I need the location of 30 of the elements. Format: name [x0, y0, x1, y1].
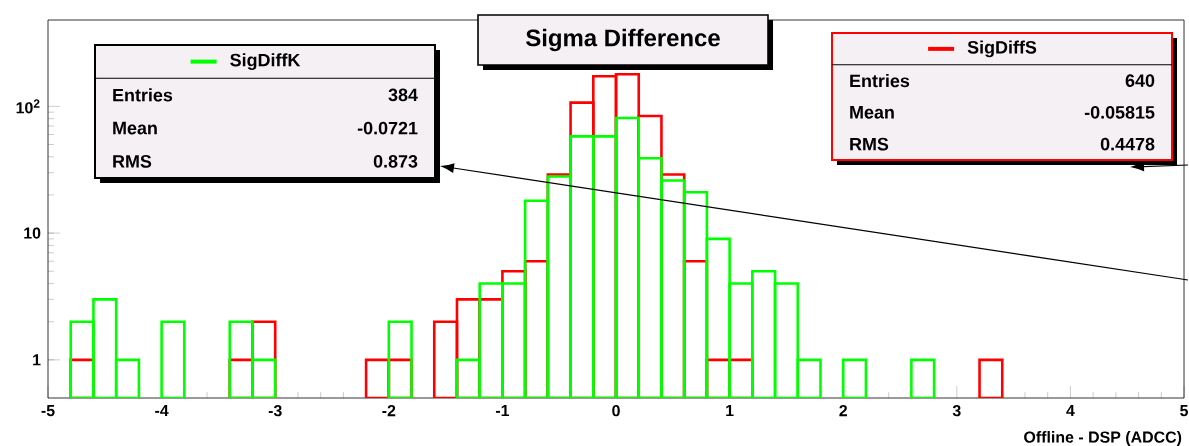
y-tick-label: 10 [24, 227, 41, 239]
chart-title: Sigma Difference [526, 28, 720, 52]
annotation: RMS [113, 155, 152, 168]
annotation: RMS [850, 137, 889, 151]
x-tick-label: 4 [1066, 405, 1075, 417]
annotation: 0.873 [373, 155, 418, 168]
x-tick-label: 2 [839, 405, 847, 417]
x-axis-title: Offline - DSP (ADCC) [1024, 431, 1182, 446]
annotation: 0.4478 [1100, 137, 1155, 151]
annotation: Mean [113, 121, 157, 135]
legend-label: SigDiffK [230, 53, 301, 71]
x-tick-label: 0 [612, 405, 620, 417]
x-tick-label: 5 [1180, 405, 1188, 417]
annotation: Entries [850, 74, 910, 88]
legend-label: SigDiffS [967, 40, 1037, 58]
x-tick-label: -2 [382, 405, 396, 417]
annotation: -0.05815 [1084, 106, 1155, 119]
x-tick-label: -3 [268, 405, 282, 417]
x-tick-label: -1 [495, 405, 510, 417]
x-tick-label: 3 [952, 405, 961, 417]
x-tick-label: -4 [155, 405, 169, 417]
y-tick-label: 1 [33, 354, 41, 366]
annotation: -0.0721 [357, 121, 418, 135]
annotation: 640 [1125, 74, 1155, 87]
annotation: Mean [850, 106, 894, 119]
annotation: 384 [388, 88, 418, 102]
x-tick-label: -5 [41, 405, 55, 417]
x-tick-label: 1 [726, 405, 734, 417]
annotation: Entries [113, 88, 173, 102]
y-tick-label: 10$^{2}$ [16, 99, 40, 114]
